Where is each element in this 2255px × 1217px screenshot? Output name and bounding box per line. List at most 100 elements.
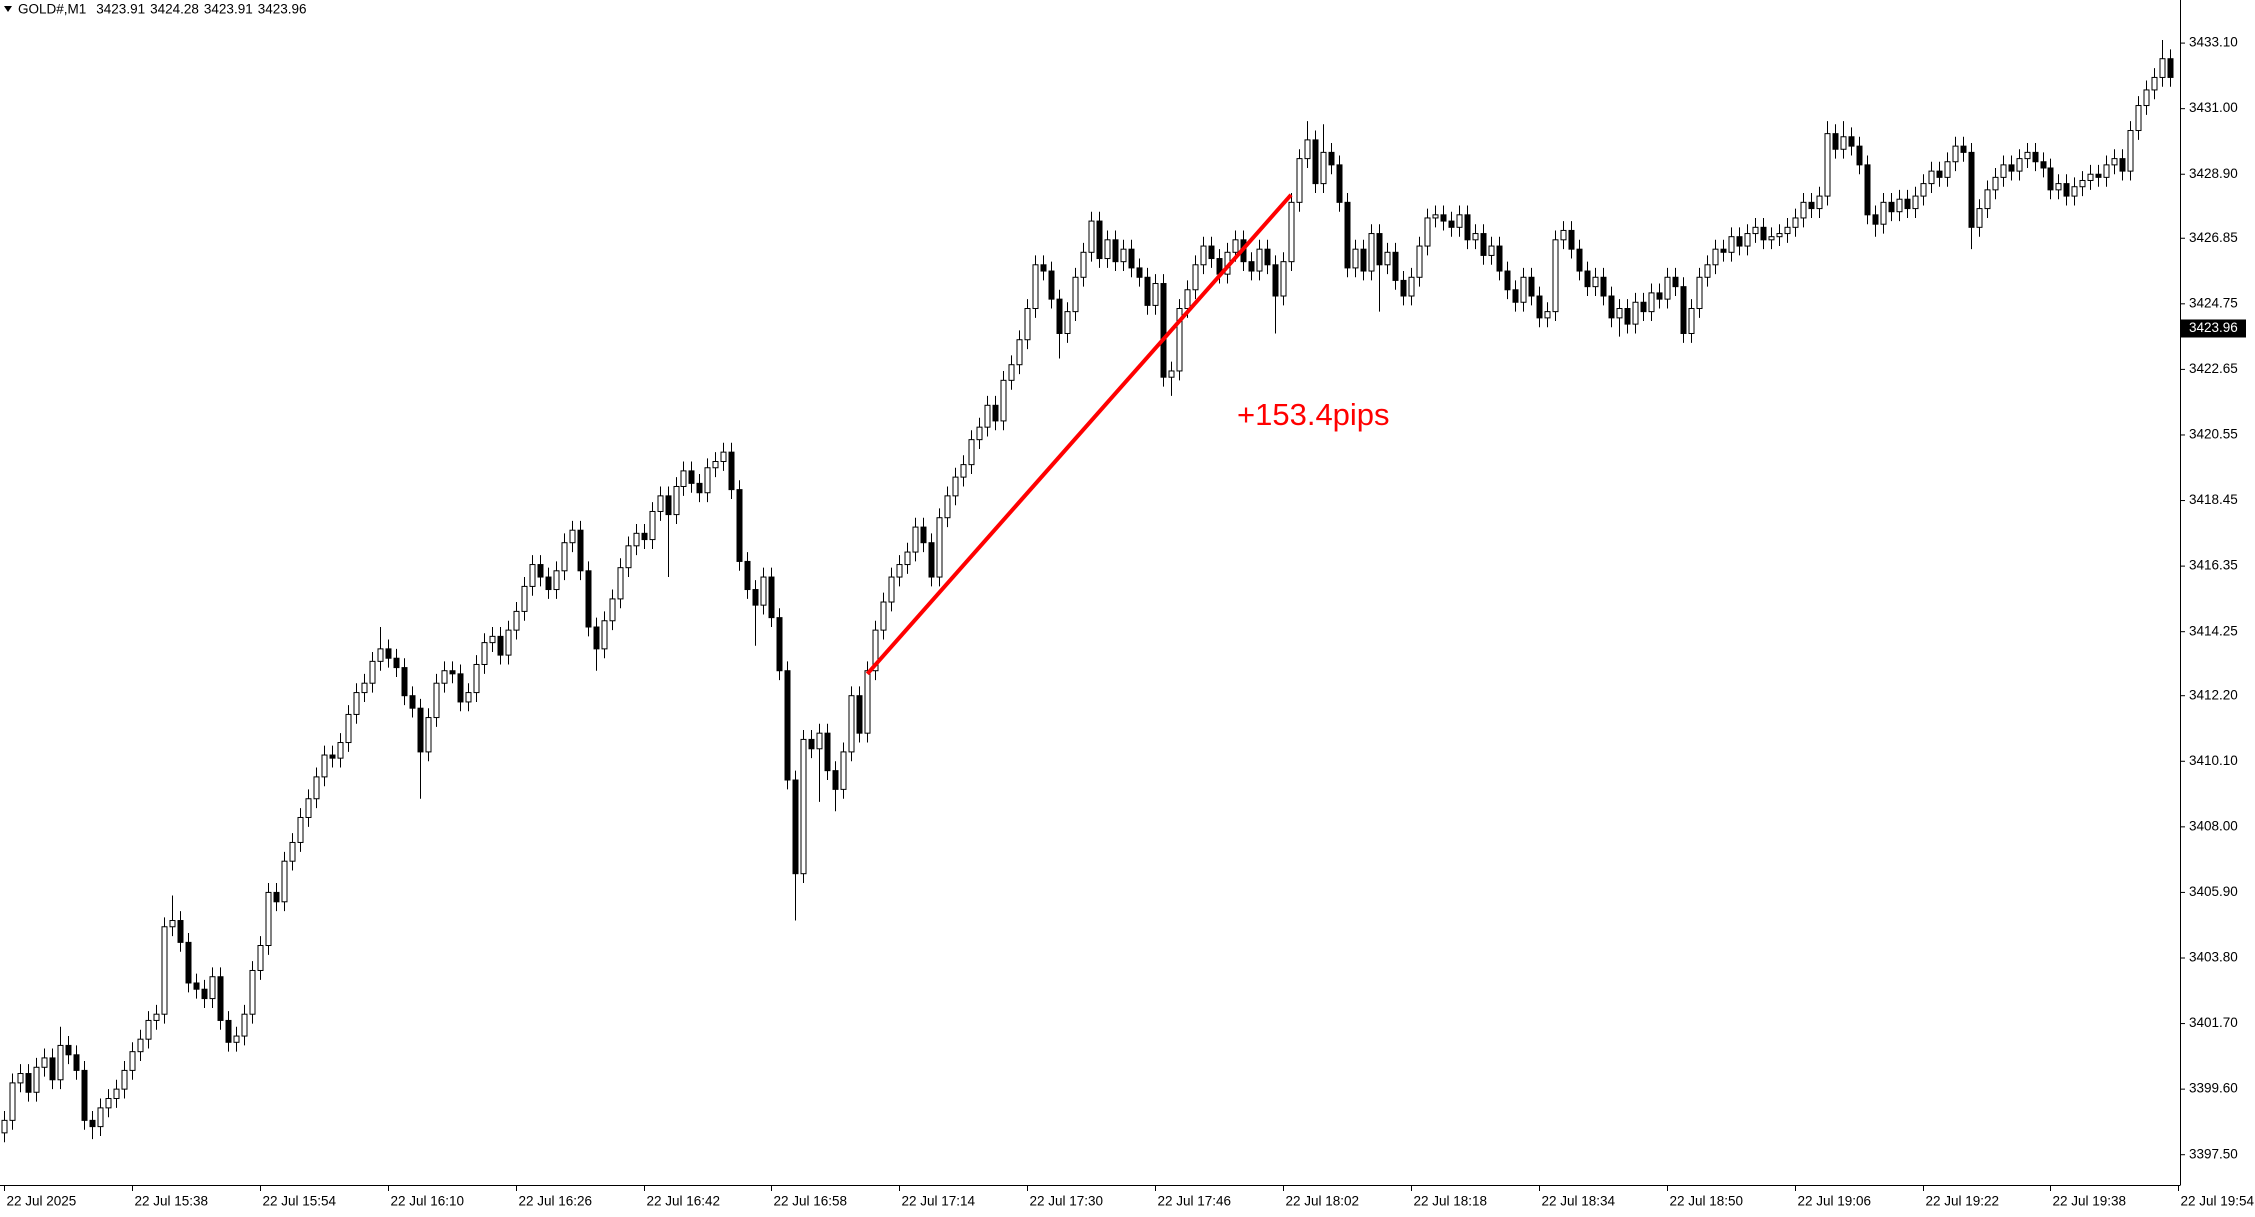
candle-body xyxy=(433,682,440,719)
candle-body xyxy=(81,1069,88,1121)
candle-body xyxy=(984,404,991,428)
candle-body xyxy=(425,717,432,753)
candle-body xyxy=(1336,164,1343,203)
candle-body xyxy=(1752,226,1759,235)
candle-body xyxy=(2016,158,2023,172)
candle-body xyxy=(760,576,767,606)
candle-body xyxy=(1392,251,1399,281)
candle-body xyxy=(872,629,879,672)
candle-body xyxy=(1992,176,1999,191)
candle-body xyxy=(73,1054,80,1071)
candle-body xyxy=(1040,264,1047,272)
candle-body xyxy=(1080,251,1087,278)
candle-body xyxy=(1880,201,1887,225)
candle-body xyxy=(1376,233,1383,266)
candle-body xyxy=(840,751,847,790)
candle-body xyxy=(409,695,416,709)
candle-body xyxy=(393,657,400,669)
candle-body xyxy=(2079,179,2086,188)
y-tick-label: 3418.45 xyxy=(2189,492,2238,507)
candle-body xyxy=(57,1044,64,1081)
candle-body xyxy=(1760,226,1767,241)
candle-body xyxy=(2063,183,2070,197)
candle-body xyxy=(720,451,727,463)
candle-body xyxy=(1024,308,1031,341)
candle-body xyxy=(2024,151,2031,160)
candle-body xyxy=(1424,217,1431,247)
candle-body xyxy=(1816,195,1823,210)
y-tick-label: 3414.25 xyxy=(2189,623,2238,638)
candle-body xyxy=(17,1073,24,1084)
candle-body xyxy=(105,1098,112,1109)
candle-body xyxy=(65,1044,72,1056)
candle-body xyxy=(1984,189,1991,210)
candle-body xyxy=(337,742,344,759)
candle-body xyxy=(816,732,823,750)
candle-body xyxy=(960,464,967,478)
candle-body xyxy=(585,570,592,628)
candle-body xyxy=(1848,136,1855,147)
candle-body xyxy=(641,532,648,541)
plot-area xyxy=(1,39,2174,1143)
candle-body xyxy=(1736,236,1743,247)
candle-body xyxy=(529,564,536,587)
candle-body xyxy=(2055,183,2062,191)
candle-body xyxy=(1288,201,1295,263)
candle-body xyxy=(1824,133,1831,197)
annotation: +153.4pips xyxy=(1237,397,1390,432)
candle-body xyxy=(1264,248,1271,266)
candle-body xyxy=(1608,295,1615,319)
candle-body xyxy=(233,1035,240,1043)
candle-body xyxy=(177,920,184,943)
candle-body xyxy=(968,439,975,466)
candle-body xyxy=(704,467,711,494)
candle-body xyxy=(33,1066,40,1093)
candle-body xyxy=(832,770,839,790)
candle-body xyxy=(1728,236,1735,253)
candle-body xyxy=(1568,229,1575,250)
candle-body xyxy=(1400,279,1407,297)
candle-body xyxy=(121,1069,128,1090)
candle-body xyxy=(1488,245,1495,256)
candle-body xyxy=(281,860,288,903)
y-tick-label: 3433.10 xyxy=(2189,35,2238,50)
candle-body xyxy=(473,663,480,694)
candle-body xyxy=(1496,245,1503,272)
candle-body xyxy=(649,510,656,541)
candle-body xyxy=(1680,286,1687,334)
x-tick-label: 22 Jul 17:30 xyxy=(1030,1194,1104,1209)
candle-body xyxy=(1472,233,1479,241)
candle-body xyxy=(265,891,272,947)
candle-body xyxy=(361,682,368,694)
candle-body xyxy=(553,570,560,591)
candle-body xyxy=(1248,261,1255,272)
y-tick-label: 3431.00 xyxy=(2189,100,2238,115)
x-tick-label: 22 Jul 19:54 xyxy=(2181,1194,2255,1209)
candle-body xyxy=(1096,220,1103,260)
candle-body xyxy=(257,945,264,971)
candle-body xyxy=(2167,58,2174,78)
candle-body xyxy=(145,1019,152,1040)
candle-body xyxy=(856,695,863,734)
candle-body xyxy=(1184,289,1191,310)
candle-body xyxy=(1056,298,1063,334)
candle-body xyxy=(952,476,959,497)
candle-body xyxy=(1552,239,1559,313)
header-value: 3423.91 xyxy=(204,2,253,17)
symbol-menu-arrow[interactable] xyxy=(4,6,12,12)
candle-body xyxy=(1504,270,1511,291)
candle-body xyxy=(1280,261,1287,297)
candle-body xyxy=(537,564,544,578)
candle-body xyxy=(209,976,216,1000)
candle-body xyxy=(1872,214,1879,225)
candle-body xyxy=(2095,173,2102,178)
x-tick-label: 22 Jul 16:58 xyxy=(774,1194,848,1209)
candle-body xyxy=(1712,248,1719,266)
candle-body xyxy=(1432,214,1439,219)
candle-body xyxy=(1808,201,1815,210)
candle-body xyxy=(2159,58,2166,78)
candle-body xyxy=(97,1107,104,1128)
candle-body xyxy=(625,545,632,569)
candle-body xyxy=(1464,214,1471,241)
candle-body xyxy=(1168,370,1175,378)
